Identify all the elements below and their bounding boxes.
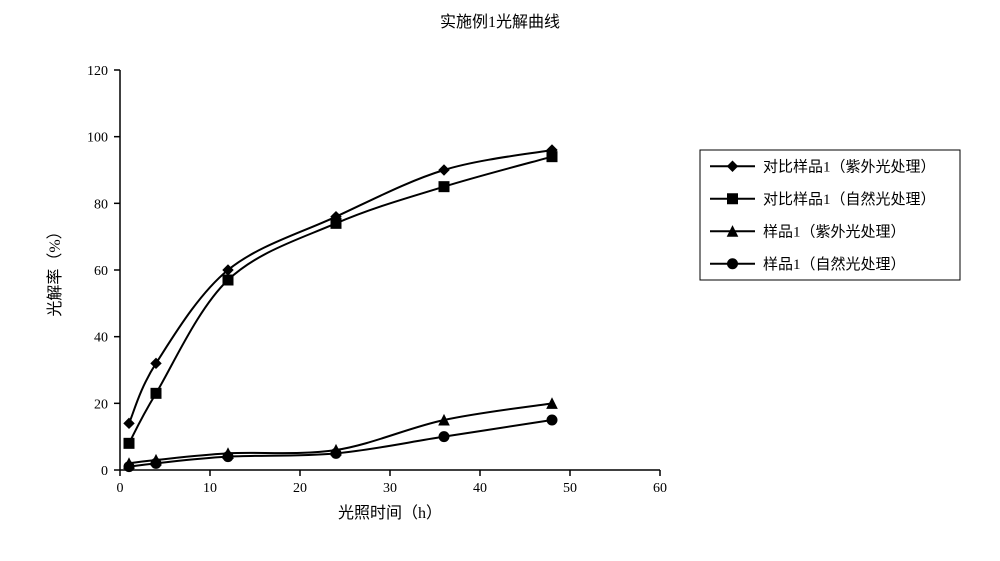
chart-title: 实施例1光解曲线 [0,8,1000,32]
svg-text:样品1（紫外光处理）: 样品1（紫外光处理） [763,223,906,240]
svg-text:20: 20 [293,481,307,496]
svg-text:光照时间（h）: 光照时间（h） [338,504,442,522]
svg-text:100: 100 [87,131,108,146]
svg-text:60: 60 [653,481,667,496]
svg-text:20: 20 [94,397,108,412]
svg-text:0: 0 [101,464,108,479]
svg-text:样品1（自然光处理）: 样品1（自然光处理） [763,256,906,273]
svg-text:对比样品1（自然光处理）: 对比样品1（自然光处理） [763,191,936,208]
svg-text:30: 30 [383,481,397,496]
figure-container: 实施例1光解曲线 0 10 20 30 40 50 60 0 20 40 60 80 100 120 光照时… [0,0,1000,561]
svg-text:40: 40 [473,481,487,496]
svg-text:0: 0 [117,481,124,496]
svg-text:60: 60 [94,264,108,279]
chart-svg: 0 10 20 30 40 50 60 0 20 40 60 80 100 120 光照时间（h） 光解率（%… [0,40,1000,540]
svg-text:光解率（%）: 光解率（%） [46,223,64,316]
svg-text:对比样品1（紫外光处理）: 对比样品1（紫外光处理） [763,158,936,175]
svg-text:50: 50 [563,481,577,496]
svg-text:120: 120 [87,64,108,79]
svg-text:40: 40 [94,331,108,346]
chart-area: 0 10 20 30 40 50 60 0 20 40 60 80 100 120 光照时间（h） 光解率（%… [0,40,1000,540]
svg-text:80: 80 [94,197,108,212]
svg-text:10: 10 [203,481,217,496]
